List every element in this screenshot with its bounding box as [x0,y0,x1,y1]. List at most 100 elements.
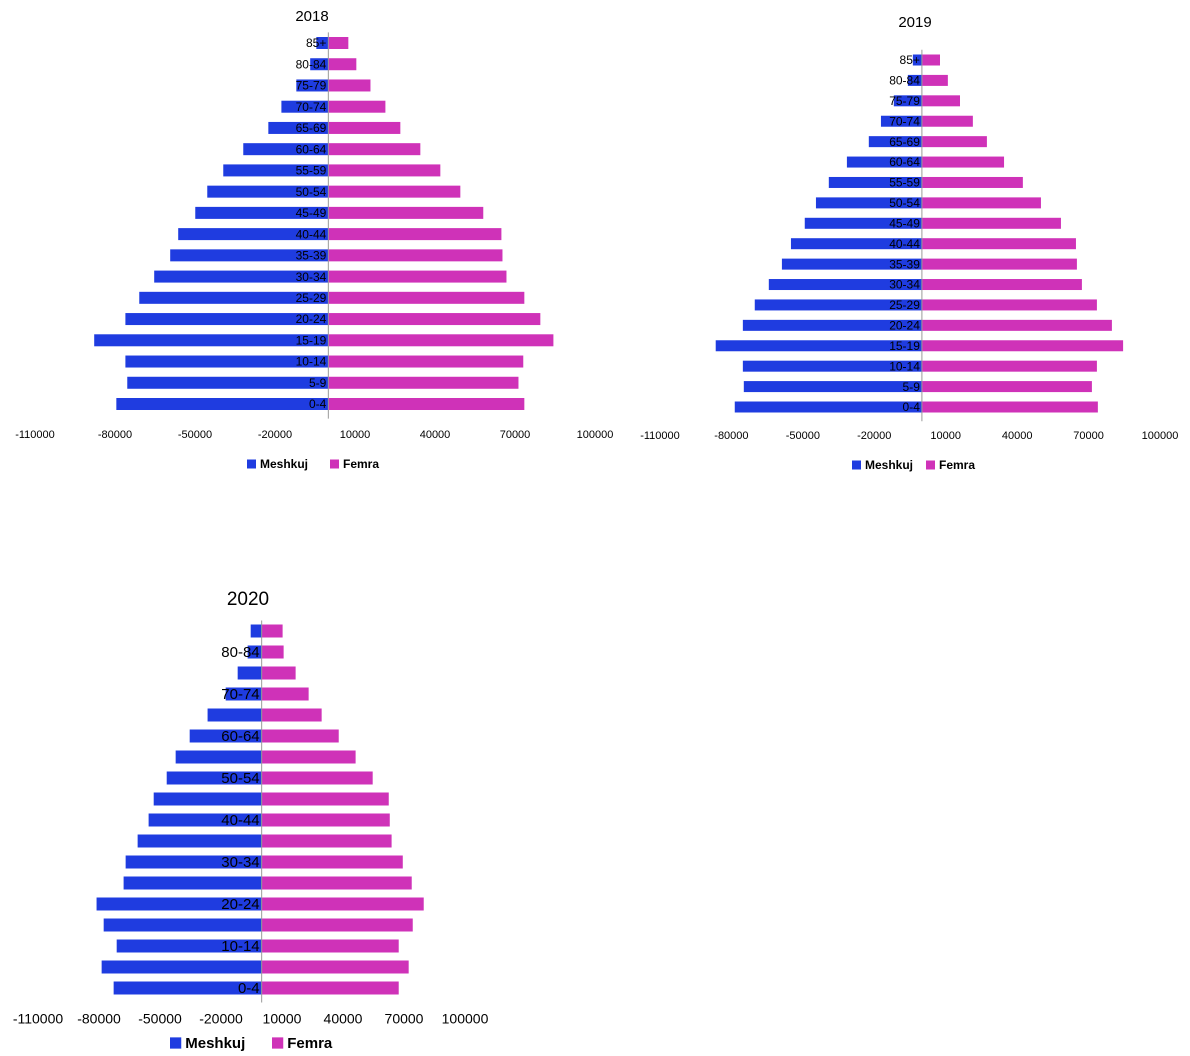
category-label: 10-14 [889,359,920,373]
category-label: 60-64 [889,155,920,169]
category-label: 35-39 [296,249,327,263]
bar [261,750,356,764]
category-label: 20-24 [296,312,327,326]
x-tick-label: -20000 [199,1011,243,1027]
bar [125,313,329,326]
x-tick-label: -50000 [786,430,820,442]
bar [328,291,525,304]
bar [921,217,1061,229]
legend-swatch [170,1037,182,1049]
bar [223,164,329,177]
bar [912,54,922,66]
bar [261,624,283,638]
bar [921,115,973,127]
bar [921,74,948,86]
category-label: 80-84 [221,644,259,661]
category-label: 30-34 [296,270,327,284]
bar [250,624,262,638]
bar [921,401,1098,413]
bar [154,270,329,283]
bar [296,79,329,92]
bar [328,121,401,134]
bar [166,771,262,785]
bar [281,100,329,113]
x-tick-label: 70000 [1073,430,1104,442]
category-label: 70-74 [889,114,920,128]
bar [921,54,940,66]
bar [261,834,392,848]
category-label: 15-19 [889,339,920,353]
bar [243,143,329,156]
bar [153,792,262,806]
bar [921,319,1112,331]
bar [207,708,262,722]
bar [921,299,1097,311]
category-label: 65-69 [296,121,327,135]
bar [868,136,922,148]
category-label: 85+ [306,36,326,50]
bar [247,645,262,659]
category-label: 15-19 [296,333,327,347]
bar [768,279,922,291]
category-label: 25-29 [889,298,920,312]
bar [921,279,1082,291]
x-tick-label: 100000 [577,429,614,441]
category-label: 20-24 [221,896,259,913]
bar [261,876,412,890]
bar [328,376,519,389]
bar [921,156,1005,168]
category-label: 55-59 [296,164,327,178]
bar [137,834,262,848]
category-label: 0-4 [309,397,327,411]
bar [139,291,329,304]
category-label: 10-14 [296,355,327,369]
category-label: 75-79 [889,94,920,108]
bar [328,355,524,368]
bar [921,197,1041,209]
bar [328,313,541,326]
bar [268,121,329,134]
category-label: 65-69 [889,135,920,149]
chart-title: 2018 [295,8,328,25]
x-tick-label: 10000 [263,1011,302,1027]
bar [316,37,329,49]
bar [921,360,1097,372]
bar [328,398,525,410]
bar [261,855,403,869]
x-tick-label: 10000 [340,429,371,441]
x-tick-label: -110000 [15,429,55,441]
x-tick-label: 100000 [442,1011,489,1027]
bar [328,79,371,92]
category-label: 5-9 [309,376,327,390]
bar [125,355,329,368]
bar [195,206,329,219]
legend-label: Meshkuj [865,458,913,472]
category-label: 5-9 [903,380,921,394]
bar [921,381,1092,393]
category-label: 30-34 [221,854,259,871]
bar [907,74,922,86]
bar [742,360,922,372]
bar [328,100,386,113]
bar [261,645,284,659]
bar [790,238,922,250]
category-label: 75-79 [296,79,327,93]
bar [893,95,922,107]
bar [328,334,554,347]
x-tick-label: 70000 [500,429,531,441]
bar [170,249,329,262]
bar [261,729,339,743]
category-label: 50-54 [221,770,259,787]
category-label: 35-39 [889,257,920,271]
bar [261,897,424,911]
category-label: 60-64 [296,142,327,156]
bar [96,897,262,911]
category-label: 0-4 [903,400,921,414]
bar [116,398,329,410]
bar [328,58,357,71]
x-tick-label: -110000 [640,430,680,442]
bar [328,143,421,156]
category-label: 20-24 [889,319,920,333]
legend-swatch [272,1037,284,1049]
bar [743,381,922,393]
